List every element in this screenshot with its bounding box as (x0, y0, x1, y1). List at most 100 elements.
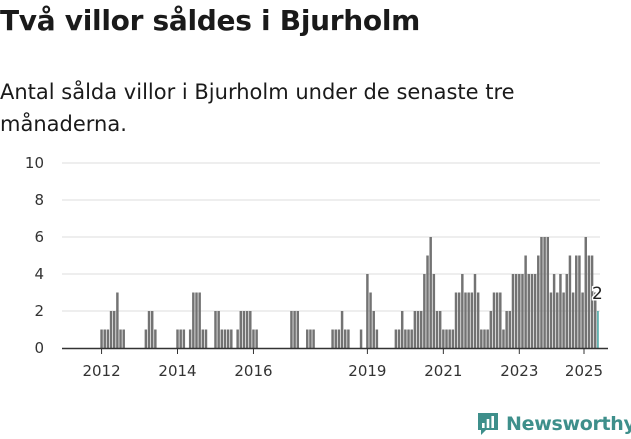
bar (347, 329, 350, 348)
bar (461, 274, 464, 348)
bar (476, 292, 480, 348)
bar (587, 255, 591, 348)
bar (571, 292, 575, 348)
bar (204, 329, 208, 348)
bar (116, 292, 119, 348)
latest-value-label: 2 (592, 284, 603, 304)
bar (255, 329, 258, 348)
bar (527, 274, 531, 348)
bar (100, 329, 103, 348)
bar (242, 311, 246, 348)
x-tick-label: 2023 (500, 362, 538, 380)
bar (293, 311, 296, 348)
bar (375, 329, 379, 348)
bar (230, 329, 233, 348)
bar (533, 274, 537, 348)
bar (514, 274, 518, 348)
bar (568, 255, 572, 348)
bar (309, 329, 312, 348)
bar (372, 311, 375, 348)
bar (201, 329, 205, 348)
x-tick-label: 2016 (234, 362, 272, 380)
bar (448, 329, 451, 348)
bar (562, 292, 565, 348)
bar (457, 292, 461, 348)
x-tick-label: 2014 (158, 362, 196, 380)
bar (296, 311, 300, 348)
y-tick-label: 4 (34, 265, 44, 283)
bar (502, 329, 505, 348)
bar (394, 329, 398, 348)
bar (470, 292, 474, 348)
bar (419, 311, 423, 348)
y-tick-label: 8 (34, 191, 44, 209)
bar (511, 274, 515, 348)
bar (249, 311, 252, 348)
bar (400, 311, 404, 348)
bar (179, 329, 182, 348)
bar (575, 255, 578, 348)
bar (518, 274, 521, 348)
bar (344, 329, 347, 348)
bar (584, 237, 587, 348)
y-tick-label: 6 (34, 228, 44, 246)
bar (578, 255, 581, 348)
bar (413, 311, 417, 348)
bar (154, 329, 157, 348)
x-tick-label: 2021 (424, 362, 462, 380)
bar (106, 329, 110, 348)
bar (220, 329, 224, 348)
bar (426, 255, 429, 348)
bar (109, 311, 113, 348)
y-tick-label: 2 (34, 302, 44, 320)
bar (473, 274, 477, 348)
bar (445, 329, 448, 348)
bar (438, 311, 442, 348)
axes (62, 347, 608, 354)
bar (499, 292, 502, 348)
y-tick-label: 10 (25, 154, 44, 172)
bar (119, 329, 122, 348)
bar (416, 311, 420, 348)
bar (144, 329, 148, 348)
bar (369, 292, 372, 348)
bar (435, 311, 439, 348)
bar (530, 274, 534, 348)
bar (331, 329, 334, 348)
bar (404, 329, 407, 348)
bar (407, 329, 410, 348)
bar (410, 329, 413, 348)
x-tick-label: 2019 (348, 362, 386, 380)
bar (147, 311, 151, 348)
chart-subtitle: Antal sålda villor i Bjurholm under de s… (0, 80, 515, 136)
bar (442, 329, 445, 348)
bar (236, 329, 239, 348)
bar (492, 292, 496, 348)
bars (100, 237, 599, 348)
bar (112, 311, 116, 348)
bar (198, 292, 201, 348)
bar (245, 311, 249, 348)
bar (182, 329, 186, 348)
chart-title: Två villor såldes i Bjurholm (0, 4, 421, 37)
bar (290, 311, 293, 348)
bar (486, 329, 489, 348)
newsworthy-logo: Newsworthy (476, 409, 631, 439)
bar (103, 329, 106, 348)
bar (483, 329, 486, 348)
bar (552, 274, 556, 348)
bar (337, 329, 341, 348)
bar (366, 274, 369, 348)
bar (556, 292, 559, 348)
bar (195, 292, 198, 348)
bar (464, 292, 467, 348)
bar (223, 329, 227, 348)
bar (188, 329, 192, 348)
y-tick-label: 0 (34, 339, 44, 357)
bar (565, 274, 569, 348)
bar (214, 311, 217, 348)
bar (122, 329, 125, 348)
x-tick-label: 2012 (82, 362, 120, 380)
newsworthy-logo-icon (478, 413, 498, 435)
bar (429, 237, 432, 348)
